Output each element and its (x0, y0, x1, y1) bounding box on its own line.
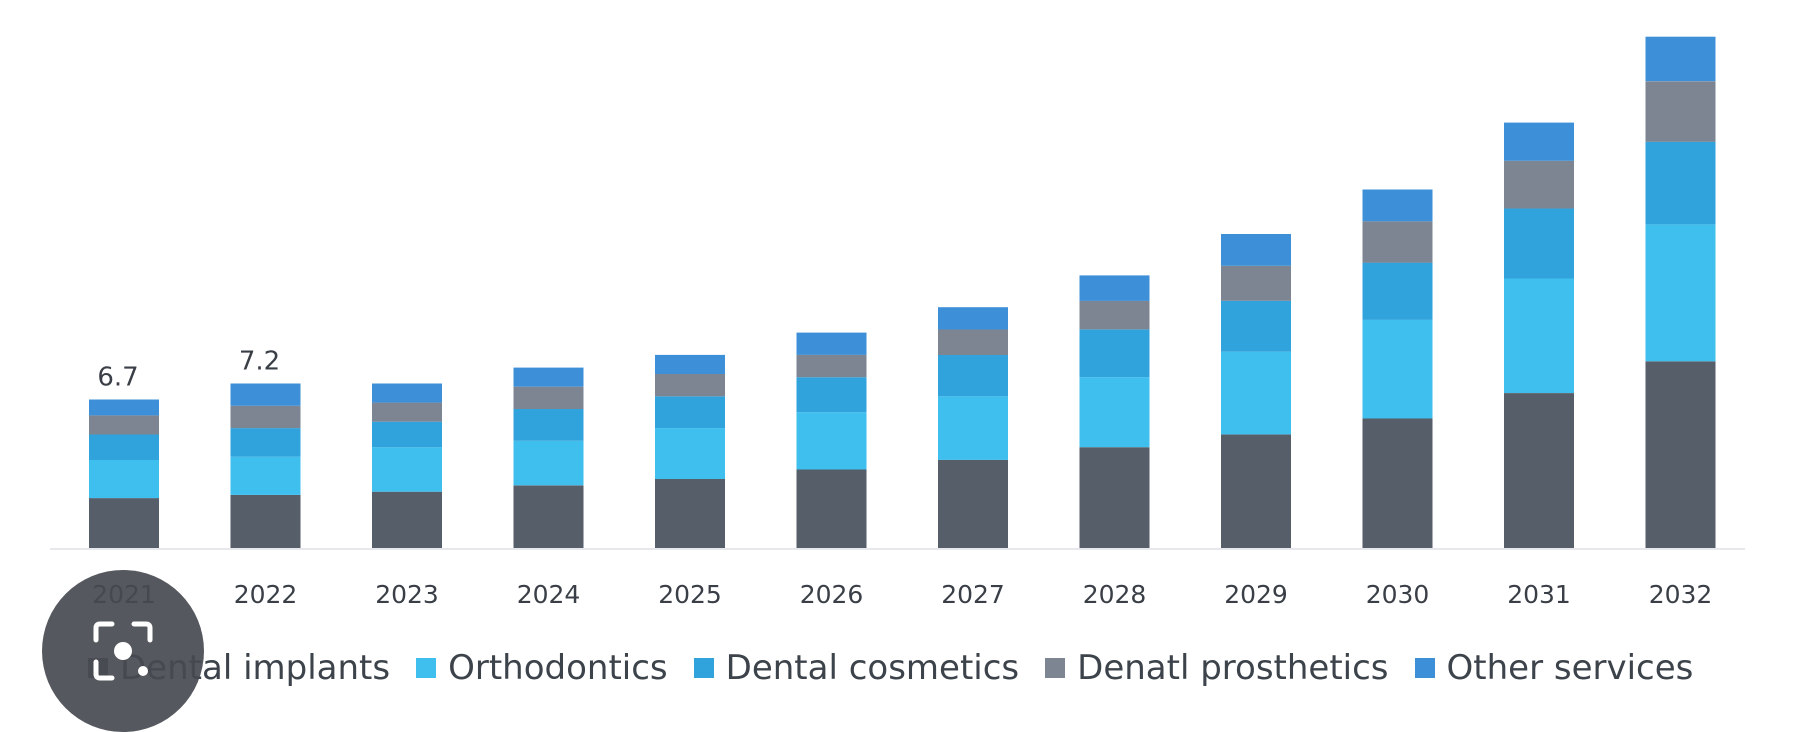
bar-segment-2030-orthodontics (1362, 319, 1433, 419)
bar-segment-2024-other-services (513, 367, 584, 387)
x-tick-label: 2030 (1366, 580, 1430, 609)
bar-segment-2023-denatl-prosthetics (372, 402, 442, 422)
x-tick-label: 2031 (1507, 580, 1571, 609)
bar-segment-2029-dental-implants (1221, 434, 1291, 549)
bar-segment-2027-orthodontics (938, 396, 1008, 460)
legend-item-dental-cosmetics: Dental cosmetics (693, 648, 1020, 688)
legend-swatch-dental-cosmetics (693, 658, 714, 678)
visual-search-button[interactable] (42, 570, 204, 732)
bar-segment-2024-orthodontics (513, 440, 584, 486)
bar-segment-2023-other-services (372, 383, 442, 403)
bar-segment-2022-denatl-prosthetics (230, 405, 301, 429)
bar-segment-2030-dental-cosmetics (1362, 262, 1433, 320)
camera-lens-icon (93, 621, 153, 681)
bar-segment-2024-dental-cosmetics (513, 409, 584, 441)
data-label-2021: 6.7 (97, 362, 138, 392)
bar-segment-2026-dental-implants (796, 469, 867, 549)
bar-segment-2021-orthodontics (89, 459, 159, 499)
bar-segment-2027-dental-implants (938, 459, 1008, 549)
bar-segment-2025-orthodontics (655, 428, 725, 479)
bar-segment-2031-denatl-prosthetics (1504, 160, 1574, 209)
bar-segment-2021-other-services (89, 399, 159, 416)
bar-segment-2027-other-services (938, 307, 1008, 330)
chart: 2021202220232024202520262027202820292030… (50, 36, 1745, 609)
bar-segment-2025-denatl-prosthetics (655, 374, 725, 397)
data-label-2022: 7.2 (239, 347, 280, 377)
x-tick-label: 2028 (1083, 580, 1147, 609)
x-tick-label: 2027 (941, 580, 1005, 609)
bar-segment-2022-orthodontics (230, 456, 301, 495)
bar-segment-2028-denatl-prosthetics (1079, 300, 1150, 330)
bar-segment-2031-other-services (1504, 122, 1574, 161)
bar-segment-2022-other-services (230, 383, 301, 406)
legend-item-dental-prosthetics: Denatl prosthetics (1045, 648, 1389, 688)
bar-segment-2029-denatl-prosthetics (1221, 265, 1291, 301)
bar-segment-2028-other-services (1079, 275, 1150, 301)
bar-segment-2031-dental-cosmetics (1504, 208, 1574, 279)
bar-segment-2021-dental-cosmetics (89, 434, 159, 460)
x-tick-label: 2023 (375, 580, 439, 609)
bar-segment-2028-orthodontics (1079, 377, 1150, 448)
bar-segment-2029-orthodontics (1221, 351, 1291, 435)
bar-segment-2021-denatl-prosthetics (89, 415, 159, 435)
x-tick-labels: 2021202220232024202520262027202820292030… (92, 580, 1712, 609)
data-labels: 6.7 7.2 (97, 347, 280, 393)
x-tick-label: 2025 (658, 580, 722, 609)
bar-segment-2032-dental-implants (1645, 361, 1716, 549)
bar-segment-2032-other-services (1645, 36, 1716, 82)
bar-segment-2022-dental-implants (230, 494, 301, 549)
bars-group (89, 36, 1716, 549)
bar-segment-2024-denatl-prosthetics (513, 386, 584, 409)
x-tick-label: 2024 (517, 580, 581, 609)
bar-segment-2029-dental-cosmetics (1221, 300, 1291, 352)
bar-segment-2027-dental-cosmetics (938, 354, 1008, 397)
legend-label-other-services: Other services (1446, 648, 1694, 688)
legend-label-dental-prosthetics: Denatl prosthetics (1077, 648, 1389, 688)
legend-swatch-dental-prosthetics (1045, 658, 1066, 678)
x-tick-label: 2026 (800, 580, 864, 609)
legend: Dental implants Orthodontics Dental cosm… (88, 648, 1719, 688)
bar-segment-2026-orthodontics (796, 412, 867, 470)
bar-segment-2032-denatl-prosthetics (1645, 81, 1716, 142)
bar-segment-2030-dental-implants (1362, 418, 1433, 549)
legend-swatch-orthodontics (416, 658, 437, 678)
bar-segment-2023-dental-cosmetics (372, 421, 442, 448)
legend-item-other-services: Other services (1414, 648, 1694, 688)
x-tick-label: 2022 (234, 580, 298, 609)
bar-segment-2026-dental-cosmetics (796, 377, 867, 413)
bar-segment-2027-denatl-prosthetics (938, 329, 1008, 355)
bar-segment-2028-dental-cosmetics (1079, 329, 1150, 378)
bar-segment-2025-other-services (655, 354, 725, 374)
bar-segment-2021-dental-implants (89, 498, 159, 549)
bar-segment-2031-orthodontics (1504, 278, 1574, 393)
legend-item-orthodontics: Orthodontics (416, 648, 668, 688)
bar-segment-2031-dental-implants (1504, 393, 1574, 549)
bar-segment-2030-other-services (1362, 189, 1433, 222)
bar-segment-2023-dental-implants (372, 491, 442, 549)
bar-segment-2024-dental-implants (513, 485, 584, 549)
legend-swatch-other-services (1414, 658, 1435, 678)
x-tick-label: 2032 (1649, 580, 1713, 609)
x-tick-label: 2029 (1224, 580, 1288, 609)
bar-segment-2026-denatl-prosthetics (796, 354, 867, 378)
bar-segment-2026-other-services (796, 332, 867, 355)
bar-segment-2028-dental-implants (1079, 447, 1150, 549)
bar-segment-2029-other-services (1221, 234, 1291, 266)
legend-label-dental-cosmetics: Dental cosmetics (725, 648, 1020, 688)
bar-segment-2023-orthodontics (372, 447, 442, 492)
bar-segment-2030-denatl-prosthetics (1362, 221, 1433, 263)
legend-label-orthodontics: Orthodontics (448, 648, 668, 688)
bar-segment-2025-dental-cosmetics (655, 396, 725, 429)
bar-segment-2025-dental-implants (655, 479, 725, 549)
bar-segment-2022-dental-cosmetics (230, 428, 301, 457)
bar-segment-2032-dental-cosmetics (1645, 141, 1716, 225)
bar-segment-2032-orthodontics (1645, 224, 1716, 362)
